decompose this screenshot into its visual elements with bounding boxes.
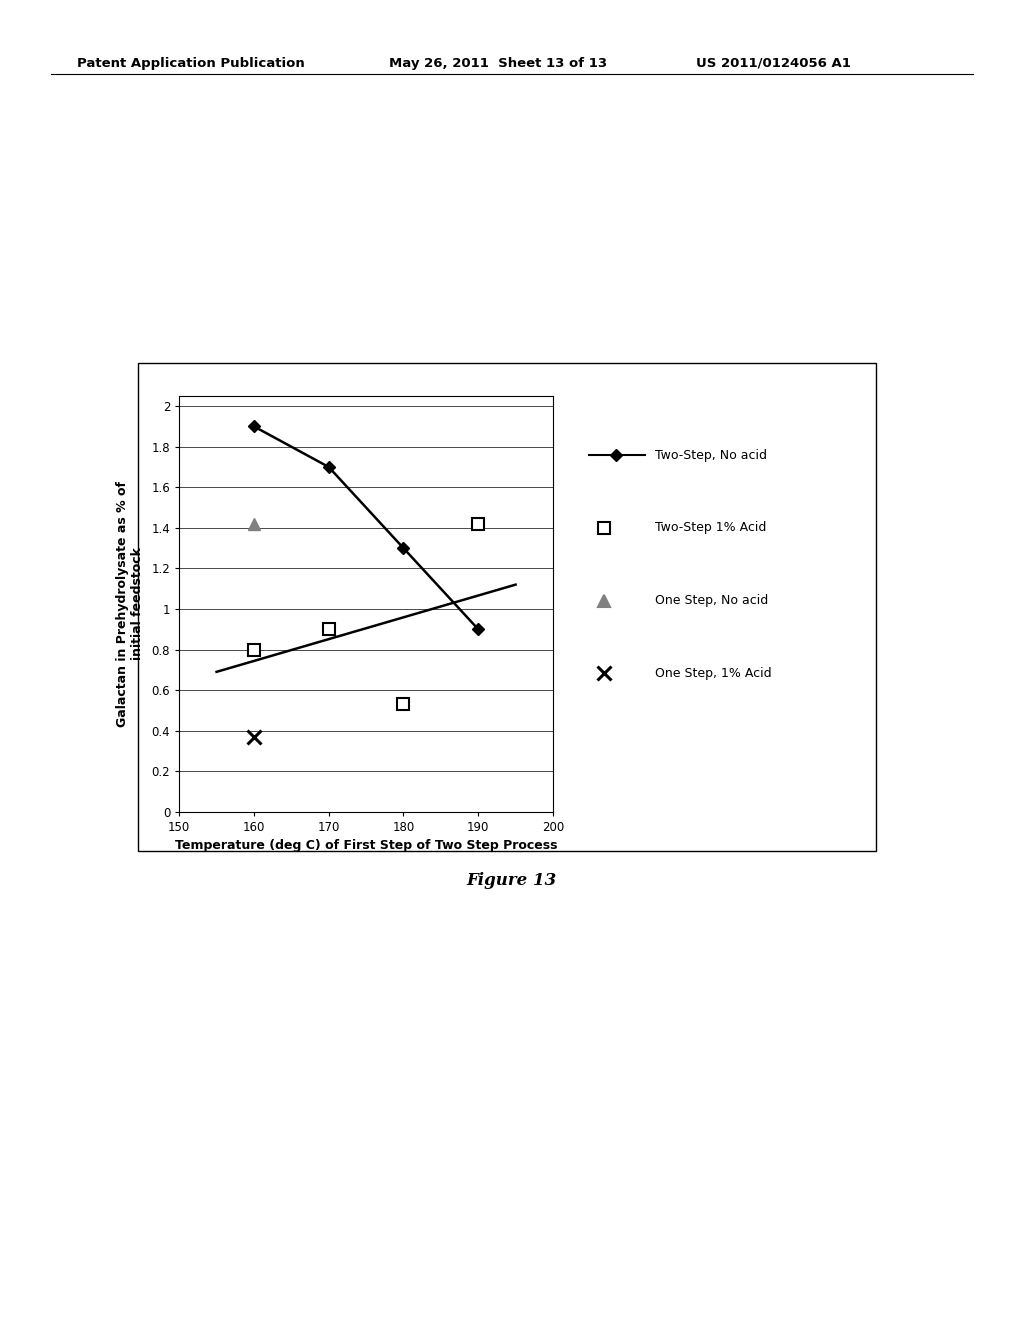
Text: Figure 13: Figure 13 — [467, 873, 557, 888]
Text: US 2011/0124056 A1: US 2011/0124056 A1 — [696, 57, 851, 70]
Line: Two-Step, No acid: Two-Step, No acid — [250, 422, 482, 634]
Two-Step, No acid — [397, 540, 410, 556]
Two-Step, No acid — [472, 622, 484, 638]
Two-Step, No acid — [248, 418, 260, 434]
Text: One Step, No acid: One Step, No acid — [655, 594, 769, 607]
Y-axis label: Galactan in Prehydrolysate as % of
initial feedstock: Galactan in Prehydrolysate as % of initi… — [117, 480, 144, 727]
Two-Step, No acid — [323, 459, 335, 475]
Two-Step 1% Acid — [323, 622, 335, 638]
Two-Step 1% Acid — [397, 697, 410, 713]
Text: Patent Application Publication: Patent Application Publication — [77, 57, 304, 70]
Text: Two-Step, No acid: Two-Step, No acid — [655, 449, 767, 462]
X-axis label: Temperature (deg C) of First Step of Two Step Process: Temperature (deg C) of First Step of Two… — [175, 840, 557, 853]
Text: Two-Step 1% Acid: Two-Step 1% Acid — [655, 521, 767, 535]
Line: Two-Step 1% Acid: Two-Step 1% Acid — [248, 517, 484, 710]
Two-Step 1% Acid — [248, 642, 260, 657]
Two-Step 1% Acid — [472, 516, 484, 532]
Text: May 26, 2011  Sheet 13 of 13: May 26, 2011 Sheet 13 of 13 — [389, 57, 607, 70]
Text: One Step, 1% Acid: One Step, 1% Acid — [655, 667, 772, 680]
